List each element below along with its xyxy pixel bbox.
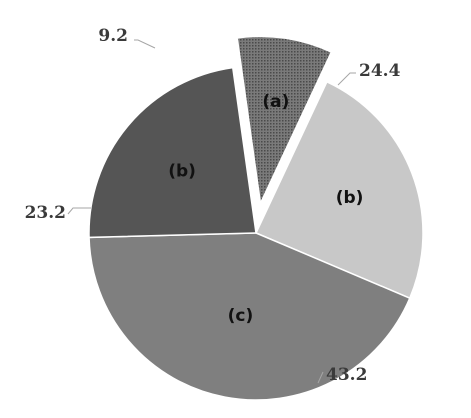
pie-slice	[236, 35, 333, 206]
slice-category-label: (b)	[336, 188, 364, 208]
pie-slice	[88, 232, 411, 401]
leader-line	[67, 207, 91, 215]
leader-line	[134, 39, 156, 49]
pie-slice	[254, 80, 424, 300]
slice-value-label: 23.2	[25, 203, 66, 223]
pie-slices	[88, 35, 424, 401]
slice-category-label: (b)	[168, 161, 196, 181]
pie-slice	[88, 66, 257, 239]
slice-category-label: (a)	[262, 92, 289, 112]
leader-line	[337, 72, 356, 86]
slice-category-label: (c)	[228, 306, 254, 326]
leader-lines	[67, 39, 356, 384]
slice-value-label: 24.4	[359, 61, 401, 81]
slice-value-label: 9.2	[98, 26, 128, 46]
leader-line	[317, 371, 324, 384]
slice-value-label: 43.2	[326, 365, 367, 385]
pie-labels: (a) 9.2 (b) 24.4 (c) 43.2 (b) 23.2	[25, 26, 401, 385]
